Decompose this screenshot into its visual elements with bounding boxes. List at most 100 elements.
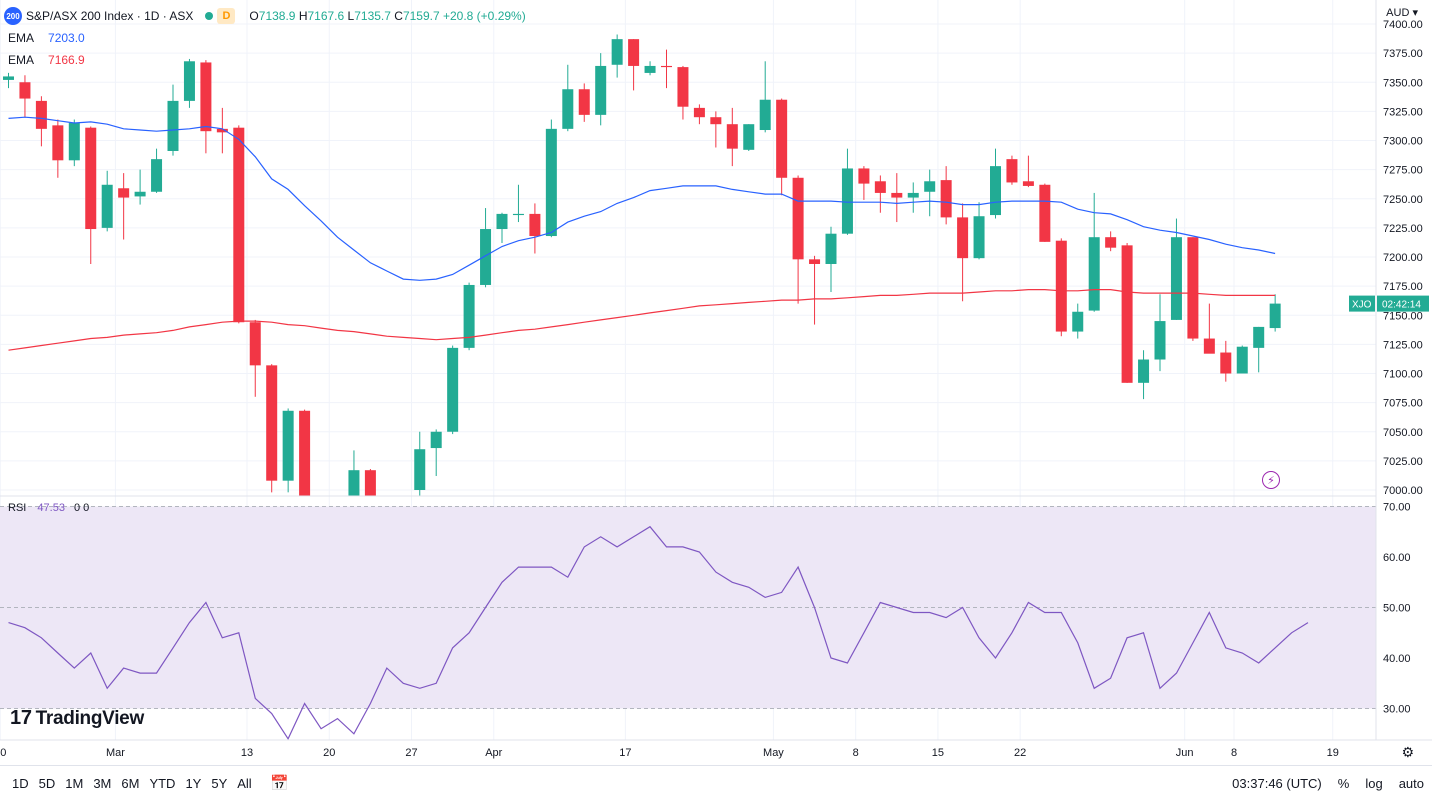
gear-icon[interactable]: ⚙ xyxy=(1401,744,1414,760)
clock-time[interactable]: 03:37:46 (UTC) xyxy=(1232,776,1322,791)
candle-body xyxy=(891,192,903,198)
candle-body xyxy=(809,259,821,264)
rsi-legend[interactable]: RSI 47.53 0 0 xyxy=(8,502,89,514)
candle-body xyxy=(463,284,475,348)
ema-legend-row-1[interactable]: EMA 7203.0 xyxy=(0,28,85,48)
candle-body xyxy=(299,410,311,496)
rsi-tick-label: 40.00 xyxy=(1383,653,1411,665)
symbol-title[interactable]: S&P/ASX 200 Index · 1D · ASX xyxy=(26,9,194,23)
candle xyxy=(710,111,722,148)
candle xyxy=(858,166,870,200)
auto-toggle[interactable]: auto xyxy=(1398,776,1424,791)
candle xyxy=(1138,350,1150,400)
candle-body xyxy=(693,107,705,118)
time-tick-label: 17 xyxy=(619,747,631,759)
candle-body xyxy=(1154,321,1166,360)
candle-body xyxy=(1170,237,1182,320)
candle-body xyxy=(1121,245,1133,383)
candle-body xyxy=(529,213,541,237)
range-button[interactable]: 5Y xyxy=(211,776,228,791)
candle xyxy=(693,104,705,125)
log-toggle[interactable]: log xyxy=(1365,776,1383,791)
price-tick-label: 7375.00 xyxy=(1383,48,1423,60)
price-axis: 7000.00 7025.00 7050.00 7075.00 7100.00 7125.… xyxy=(1383,19,1423,497)
candle-body xyxy=(644,65,656,73)
range-button[interactable]: 1M xyxy=(65,776,84,791)
candle-body xyxy=(759,99,771,131)
range-button[interactable]: 3M xyxy=(93,776,112,791)
time-tick-label: 20 xyxy=(323,747,335,759)
index-badge: 200 xyxy=(4,7,22,25)
candle-body xyxy=(907,192,919,198)
ema-label: EMA xyxy=(8,53,35,67)
ema-value: 7166.9 xyxy=(48,53,85,67)
countdown-tag-box xyxy=(1377,295,1429,312)
range-button[interactable]: All xyxy=(237,776,252,791)
time-tick-label: Jun xyxy=(1176,747,1194,759)
candle xyxy=(496,212,508,244)
candle xyxy=(68,119,80,167)
price-tick-label: 7175.00 xyxy=(1383,281,1423,293)
price-tick-label: 7100.00 xyxy=(1383,369,1423,381)
candle-body xyxy=(249,322,261,366)
candle xyxy=(677,65,689,120)
flash-icon[interactable]: ⚡ xyxy=(1262,471,1280,489)
candle-body xyxy=(266,365,278,481)
candle-body xyxy=(924,181,936,192)
candle xyxy=(1170,218,1182,320)
candle-body xyxy=(512,213,524,216)
candle-body xyxy=(35,100,47,129)
ema-long-line xyxy=(8,289,1276,351)
candle-body xyxy=(1138,359,1150,383)
calendar-icon[interactable]: 📅 xyxy=(270,775,289,792)
candle xyxy=(743,124,755,151)
ema-short-line xyxy=(8,116,1276,281)
time-tick-label: 20 xyxy=(0,747,6,759)
candle xyxy=(776,98,788,196)
candle xyxy=(792,175,804,304)
candle xyxy=(924,169,936,217)
range-button[interactable]: YTD xyxy=(149,776,176,791)
symbol-legend-row: 200 S&P/ASX 200 Index · 1D · ASX D O7138… xyxy=(0,6,526,26)
candle-body xyxy=(200,62,212,132)
price-tick-label: 7025.00 xyxy=(1383,456,1423,468)
range-button[interactable]: 5D xyxy=(38,776,56,791)
candle xyxy=(200,60,212,154)
currency-selector[interactable]: AUD ▾ xyxy=(1386,6,1418,19)
candle xyxy=(1154,294,1166,372)
candle xyxy=(52,119,64,178)
time-tick-label: 13 xyxy=(241,747,253,759)
currency-label: AUD xyxy=(1386,7,1410,19)
chart-canvas[interactable]: 7000.00 7025.00 7050.00 7075.00 7100.00 7125.… xyxy=(0,0,1432,765)
price-tick-label: 7325.00 xyxy=(1383,106,1423,118)
delay-badge[interactable]: D xyxy=(217,8,236,24)
candle xyxy=(957,203,969,302)
candle-body xyxy=(1253,326,1265,348)
range-button[interactable]: 1D xyxy=(12,776,29,791)
candle xyxy=(545,119,557,238)
price-tick-label: 7050.00 xyxy=(1383,427,1423,439)
rsi-axis: 30.00 40.00 50.00 60.00 70.00 xyxy=(1383,502,1411,716)
candle xyxy=(19,75,31,118)
candle-body xyxy=(990,166,1001,216)
candle-body xyxy=(1236,346,1248,374)
candle-body xyxy=(611,39,623,65)
candle-body xyxy=(545,128,557,237)
candle-body xyxy=(348,470,360,496)
percent-toggle[interactable]: % xyxy=(1337,776,1350,791)
candle xyxy=(825,226,837,292)
ema-legend-row-2[interactable]: EMA 7166.9 xyxy=(0,50,85,70)
candle xyxy=(266,364,278,493)
candle-body xyxy=(1220,352,1232,374)
range-button[interactable]: 6M xyxy=(121,776,140,791)
candle-body xyxy=(743,124,755,150)
candle-body xyxy=(776,99,788,178)
time-tick-label: 19 xyxy=(1327,747,1339,759)
candle-body xyxy=(1055,240,1067,332)
candle xyxy=(430,429,442,477)
candle xyxy=(414,431,426,496)
candle xyxy=(990,148,1001,219)
candle xyxy=(907,182,919,213)
range-button[interactable]: 1Y xyxy=(185,776,202,791)
candle xyxy=(1072,303,1084,339)
